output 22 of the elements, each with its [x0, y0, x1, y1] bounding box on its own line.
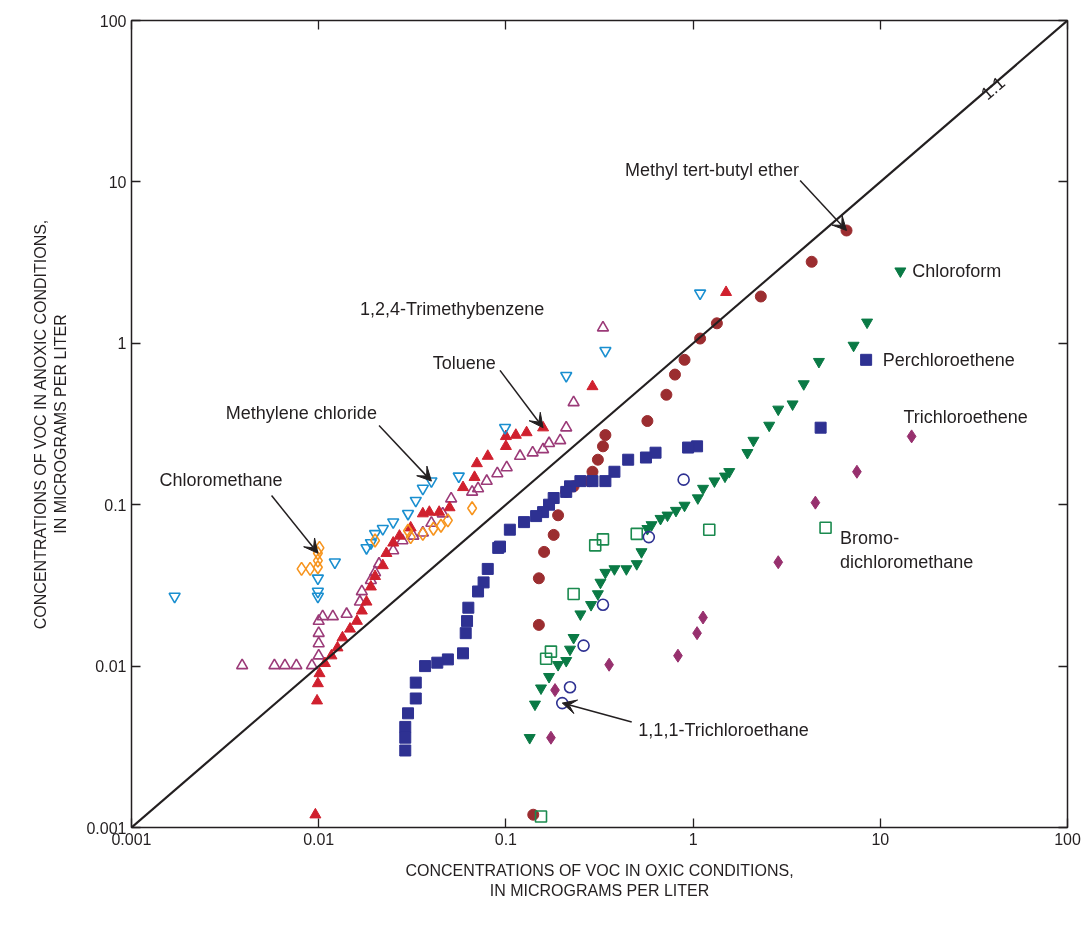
annotation: 1,2,4-Trimethybenzene	[359, 299, 545, 320]
x-tick-label: 0.1	[494, 830, 518, 848]
annotation: 1,1,1-Trichloroethane	[638, 720, 809, 741]
annotation: Chloromethane	[159, 469, 283, 490]
series-label: Trichloroethene	[903, 406, 1028, 427]
annotation: Methyl tert-butyl ether	[625, 160, 800, 181]
y-tick-label: 100	[99, 12, 127, 30]
x-tick-label: 1	[688, 830, 698, 848]
legend-label: Bromo- dichloromethane	[840, 528, 974, 573]
y-tick-label: 0.01	[95, 658, 127, 676]
x-axis-title: CONCENTRATIONS OF VOC IN OXIC CONDITIONS, IN MICROGRAMS PER LITER	[405, 861, 794, 899]
annotation: Toluene	[432, 352, 496, 373]
legend-label: Perchloroethene	[882, 349, 1015, 370]
y-tick-label: 1	[117, 335, 127, 353]
y-tick-label: 0.1	[104, 496, 127, 514]
annotation: Methylene chloride	[225, 402, 377, 423]
x-tick-label: 10	[871, 830, 890, 848]
y-axis-title: CONCENTRATIONS OF VOC IN ANOXIC CONDITIONS, IN MICROGRAMS PER LITER	[32, 219, 70, 630]
y-tick-label: 10	[108, 173, 127, 191]
x-tick-label: 100	[1054, 830, 1081, 848]
legend-label: Chloroform	[912, 261, 1002, 282]
x-tick-label: 0.01	[303, 830, 335, 848]
